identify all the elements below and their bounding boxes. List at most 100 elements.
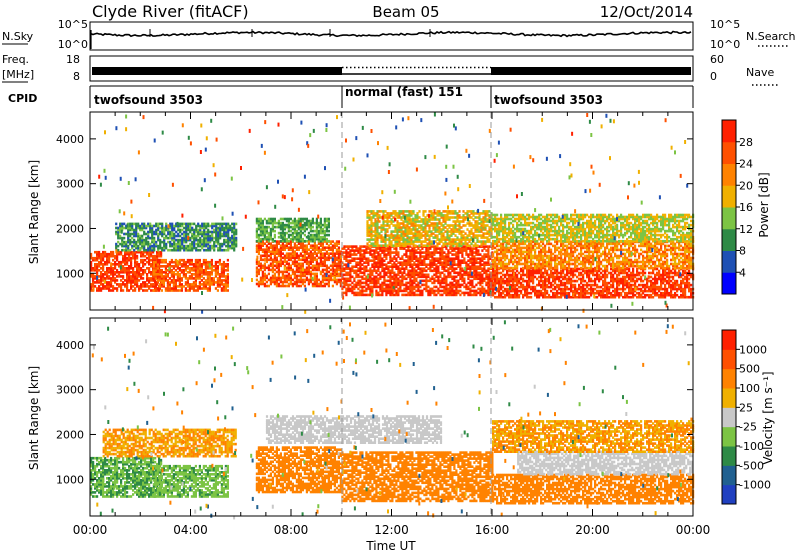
heatmap-cell (324, 246, 326, 249)
heatmap-cell (286, 238, 288, 241)
heatmap-cell (159, 239, 161, 242)
heatmap-cell (179, 267, 181, 270)
heatmap-cell (124, 283, 126, 286)
heatmap-cell (387, 280, 389, 283)
heatmap-cell (155, 285, 157, 288)
heatmap-cell (349, 249, 351, 252)
heatmap-cell (221, 243, 223, 246)
heatmap-cell (457, 280, 459, 283)
heatmap-cell (353, 270, 355, 273)
heatmap-cell (106, 267, 108, 270)
heatmap-cell (409, 245, 411, 248)
heatmap-cell (114, 261, 116, 264)
heatmap-cell (306, 228, 308, 231)
heatmap-cell (417, 282, 419, 285)
heatmap-cell (199, 249, 201, 252)
heatmap-cell (183, 269, 185, 272)
heatmap-cell (343, 267, 345, 270)
heatmap-cell (148, 285, 150, 288)
heatmap-cell (310, 244, 312, 247)
heatmap-cell (435, 286, 437, 289)
heatmap-cell (338, 240, 340, 243)
heatmap-cell (197, 239, 199, 242)
date-title: 12/Oct/2014 (600, 3, 693, 21)
heatmap-cell (302, 224, 304, 227)
heatmap-cell (361, 276, 363, 279)
heatmap-cell (197, 229, 199, 232)
heatmap-cell (355, 253, 357, 256)
heatmap-cell (270, 228, 272, 231)
heatmap-cell (330, 269, 332, 272)
heatmap-cell (115, 231, 117, 234)
heatmap-cell (361, 282, 363, 285)
heatmap-cell (177, 285, 179, 288)
heatmap-cell (439, 272, 441, 275)
heatmap-cell (369, 259, 371, 262)
heatmap-cell (155, 223, 157, 226)
heatmap-cell (391, 276, 393, 279)
heatmap-cell (213, 277, 215, 280)
heatmap-cell (345, 278, 347, 281)
heatmap-cell (316, 273, 318, 276)
heatmap-cell (128, 289, 130, 292)
heatmap-cell (455, 280, 457, 283)
heatmap-cell (437, 276, 439, 279)
heatmap-cell (443, 286, 445, 289)
heatmap-cell (195, 259, 197, 262)
heatmap-cell (163, 259, 165, 262)
heatmap-cell (266, 285, 268, 288)
heatmap-cell (120, 261, 122, 264)
heatmap-cell (142, 277, 144, 280)
heatmap-cell (100, 271, 102, 274)
heatmap-cell (235, 223, 237, 226)
heatmap-cell (359, 290, 361, 293)
heatmap-cell (207, 287, 209, 290)
heatmap-cell (375, 276, 377, 279)
heatmap-cell (260, 263, 262, 266)
heatmap-cell (310, 271, 312, 274)
heatmap-cell (132, 289, 134, 292)
heatmap-cell (201, 223, 203, 226)
heatmap-cell (163, 227, 165, 230)
heatmap-cell (100, 267, 102, 270)
heatmap-cell (139, 235, 141, 238)
heatmap-cell (181, 269, 183, 272)
heatmap-cell (193, 281, 195, 284)
heatmap-cell (328, 234, 330, 237)
heatmap-cell (116, 263, 118, 266)
nave-tick-bottom: 0 (710, 70, 717, 83)
heatmap-cell (233, 223, 235, 226)
heatmap-cell (288, 218, 290, 221)
heatmap-cell (209, 235, 211, 238)
heatmap-cell (445, 270, 447, 273)
heatmap-cell (357, 267, 359, 270)
heatmap-cell (367, 251, 369, 254)
heatmap-cell (306, 257, 308, 260)
heatmap-cell (159, 223, 161, 226)
heatmap-cell (393, 255, 395, 258)
heatmap-cell (385, 247, 387, 250)
heatmap-cell (451, 257, 453, 260)
heatmap-cell (209, 271, 211, 274)
heatmap-cell (282, 252, 284, 255)
heatmap-cell (393, 251, 395, 254)
heatmap-cell (179, 235, 181, 238)
heatmap-cell (453, 267, 455, 270)
heatmap-cell (320, 248, 322, 251)
heatmap-cell (262, 255, 264, 258)
heatmap-cell (270, 218, 272, 221)
heatmap-cell (377, 251, 379, 254)
nave-label: Nave (746, 66, 774, 79)
heatmap-cell (290, 230, 292, 233)
heatmap-cell (332, 273, 334, 276)
heatmap-cell (157, 233, 159, 236)
heatmap-cell (318, 257, 320, 260)
heatmap-cell (403, 259, 405, 262)
noise-right-label: N.Search (746, 30, 796, 43)
heatmap-cell (379, 272, 381, 275)
heatmap-cell (144, 281, 146, 284)
heatmap-cell (278, 240, 280, 243)
heatmap-cell (431, 288, 433, 291)
heatmap-cell (227, 273, 229, 276)
heatmap-cell (266, 275, 268, 278)
